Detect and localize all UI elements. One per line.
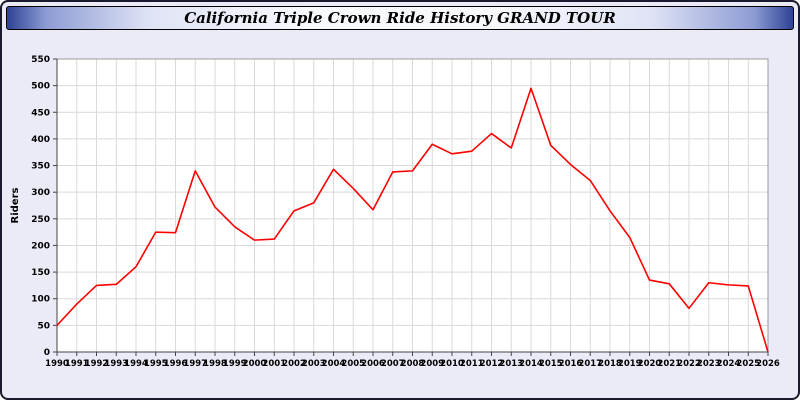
x-tick-label: 1991 [65, 359, 89, 369]
x-tick-label: 2000 [243, 359, 267, 369]
x-tick-label: 2022 [677, 359, 701, 369]
x-tick-label: 2012 [480, 359, 504, 369]
x-tick-label: 2023 [697, 359, 721, 369]
riders-line-chart: 0501001502002503003504004505005501990199… [10, 55, 780, 369]
x-tick-label: 2019 [618, 359, 642, 369]
x-tick-label: 2013 [499, 359, 523, 369]
x-tick-label: 2021 [657, 359, 681, 369]
chart-panel: 0 50 100 150 200 250 300 350 400 450 500 550 1990 199… [6, 32, 794, 398]
x-tick-label: 1990 [45, 359, 69, 369]
x-tick-label: 1998 [203, 359, 227, 369]
x-tick-label: 2011 [460, 359, 484, 369]
x-tick-label: 2006 [361, 359, 385, 369]
x-tick-label: 2010 [440, 359, 464, 369]
x-tick-label: 2026 [756, 359, 780, 369]
x-tick-label: 2018 [598, 359, 622, 369]
y-tick-label: 100 [31, 295, 50, 305]
x-tick-label: 1995 [144, 359, 168, 369]
x-tick-label: 2003 [302, 359, 326, 369]
y-axis-title: Riders [10, 187, 21, 223]
y-tick-label: 300 [31, 188, 50, 198]
x-tick-label: 2014 [519, 359, 543, 369]
title-bar: California Triple Crown Ride History GRA… [6, 6, 794, 30]
y-tick-label: 50 [37, 321, 50, 331]
x-tick-label: 1999 [223, 359, 247, 369]
x-tick-label: 2004 [322, 359, 346, 369]
y-tick-label: 500 [31, 82, 50, 92]
x-tick-label: 2016 [559, 359, 583, 369]
x-tick-label: 2024 [717, 359, 741, 369]
x-tick-label: 1997 [183, 359, 207, 369]
y-tick-label: 400 [31, 135, 50, 145]
x-tick-label: 2009 [420, 359, 444, 369]
y-tick-label: 200 [31, 241, 50, 251]
x-tick-label: 1996 [164, 359, 188, 369]
x-tick-label: 1994 [124, 359, 148, 369]
window-title: California Triple Crown Ride History GRA… [184, 9, 616, 27]
x-tick-label: 1992 [85, 359, 109, 369]
series-line-riders [56, 87, 769, 353]
x-tick-label: 2015 [539, 359, 563, 369]
x-tick-label: 1993 [104, 359, 128, 369]
x-tick-label: 2008 [401, 359, 425, 369]
y-tick-label: 550 [31, 55, 50, 65]
y-tick-label: 450 [31, 108, 50, 118]
y-tick-label: 350 [31, 162, 50, 172]
x-tick-label: 2020 [638, 359, 662, 369]
y-tick-label: 0 [44, 348, 50, 358]
x-tick-label: 2025 [736, 359, 760, 369]
x-tick-label: 2017 [578, 359, 602, 369]
y-tick-label: 250 [31, 215, 50, 225]
x-tick-label: 2001 [262, 359, 286, 369]
x-tick-label: 2005 [341, 359, 365, 369]
y-tick-label: 150 [31, 268, 50, 278]
x-tick-label: 2002 [282, 359, 306, 369]
x-tick-label: 2007 [381, 359, 405, 369]
